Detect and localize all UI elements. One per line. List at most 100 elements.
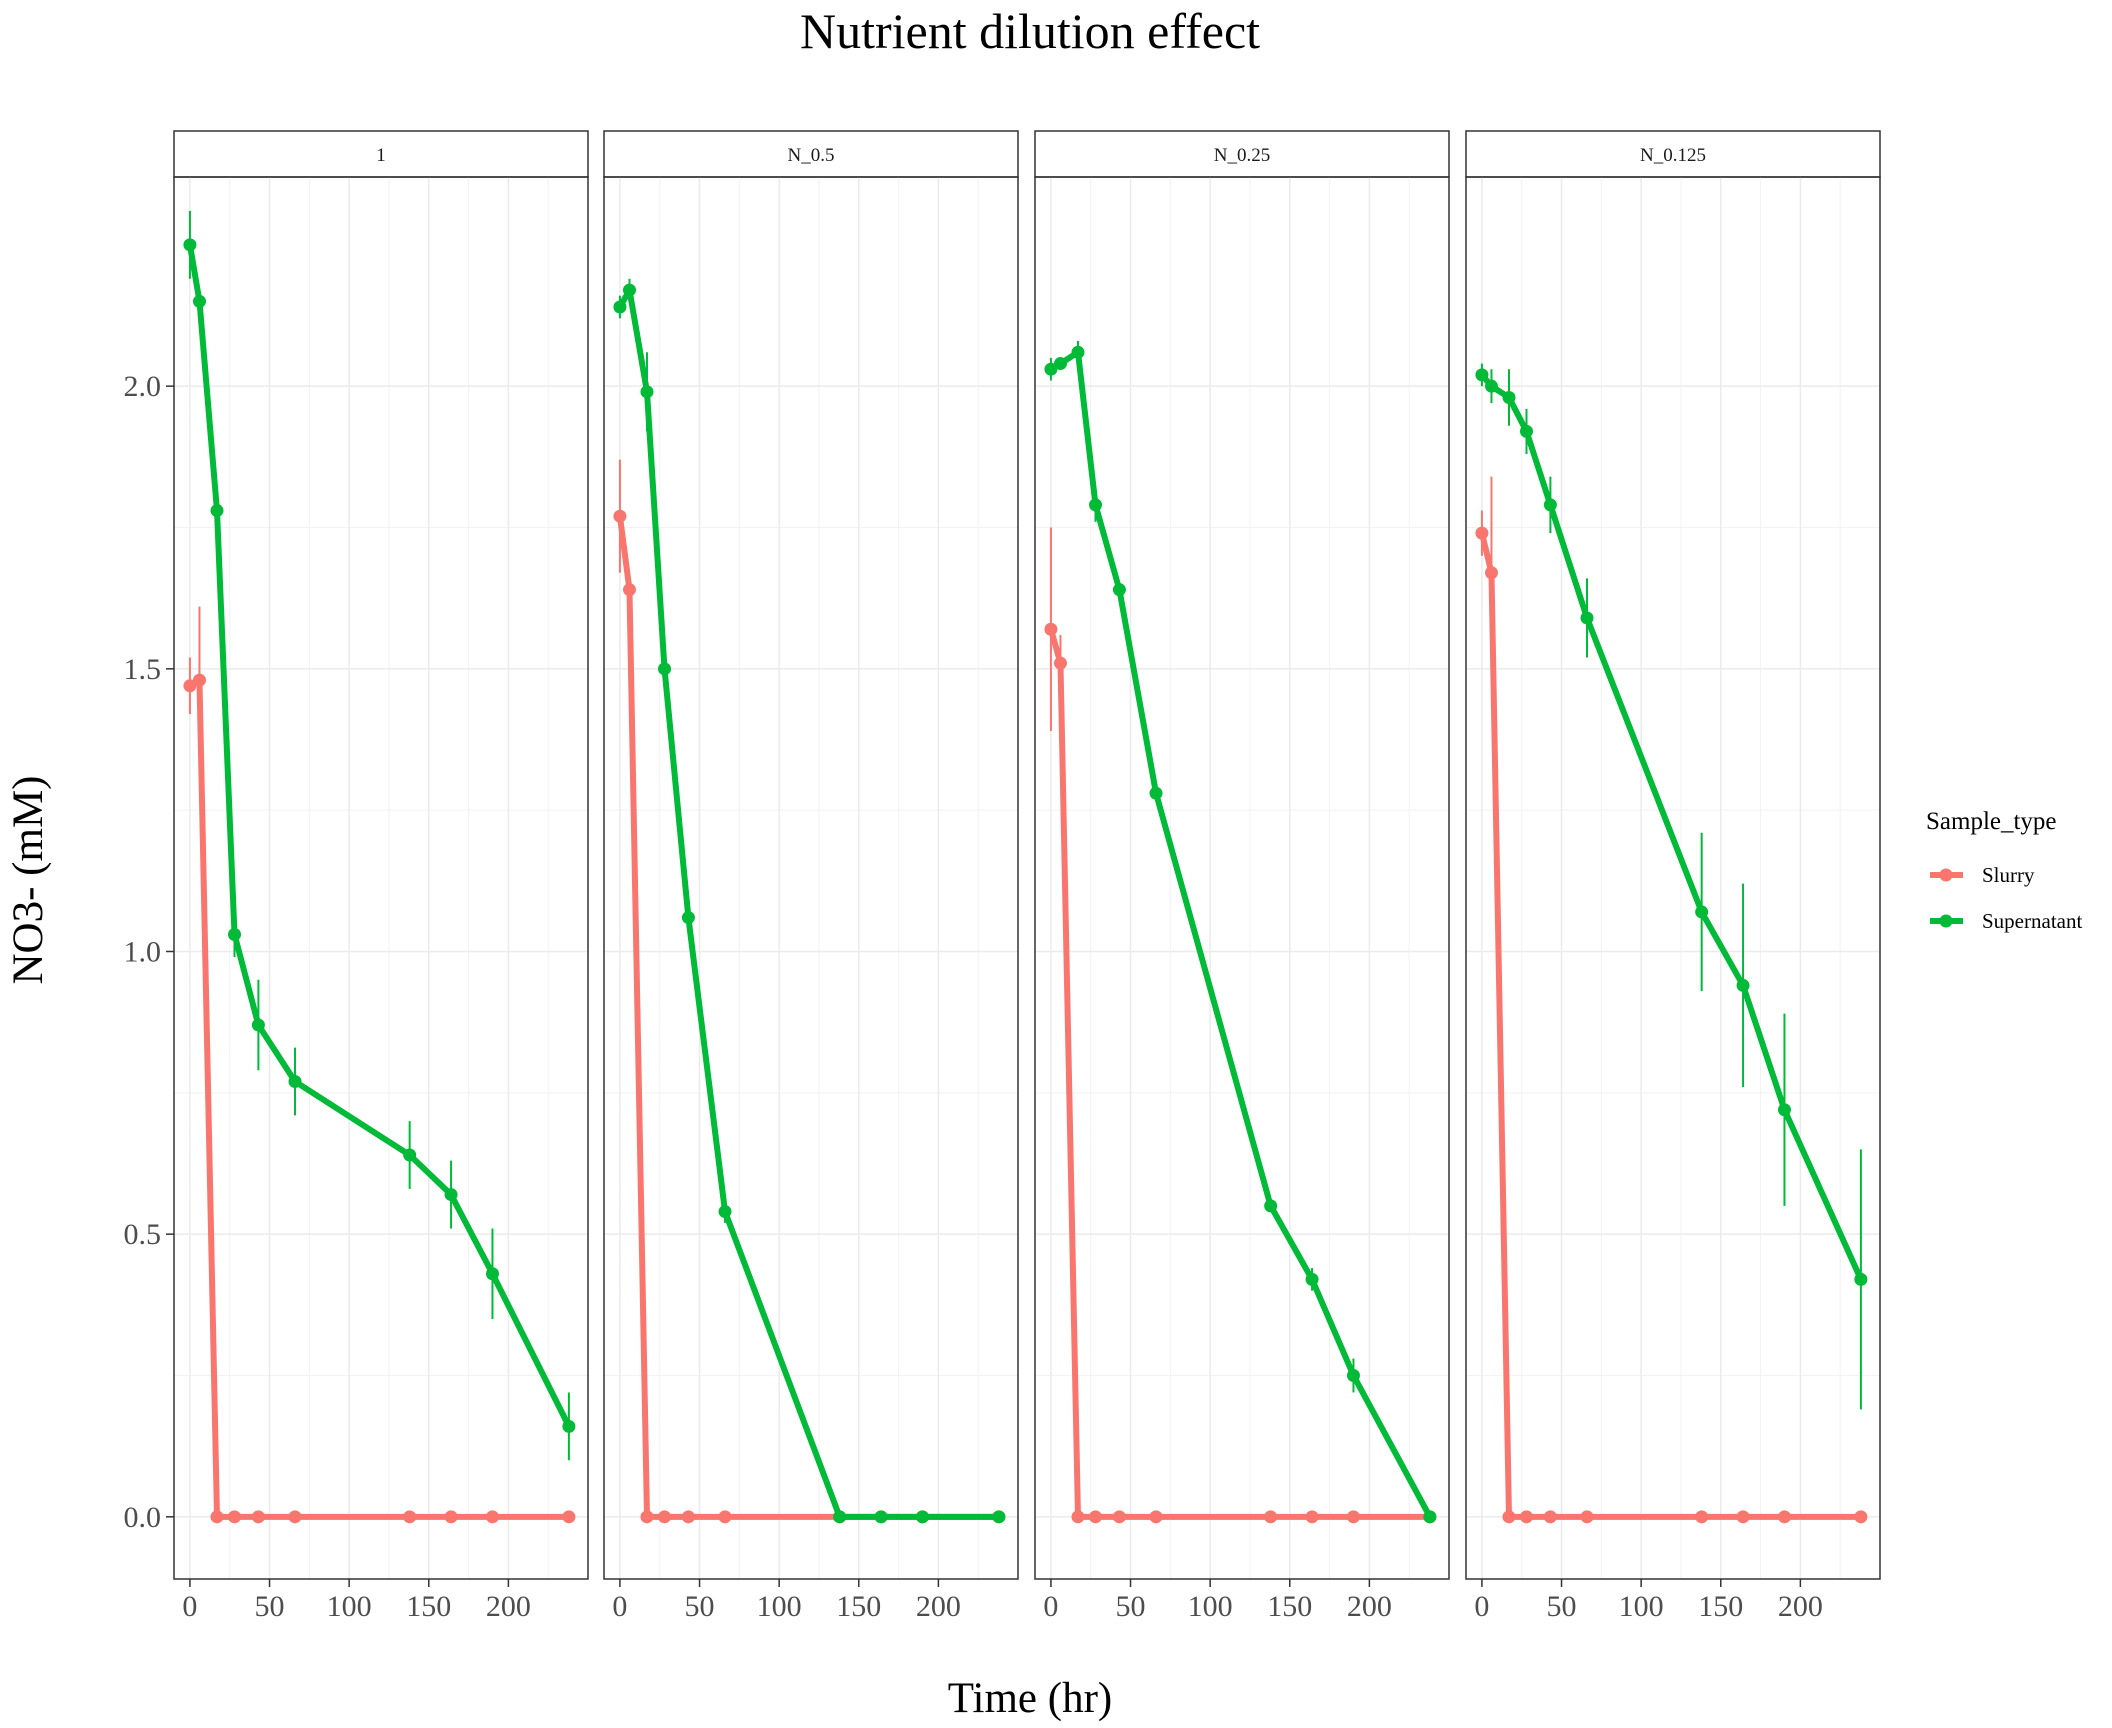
data-point — [1854, 1272, 1868, 1286]
x-tick-label: 200 — [486, 1590, 531, 1623]
data-point — [1543, 1510, 1557, 1524]
series-supernatant — [183, 210, 576, 1461]
series-supernatant — [613, 278, 1006, 1524]
data-point — [1305, 1272, 1319, 1286]
data-point — [1089, 498, 1103, 512]
data-point — [485, 1267, 499, 1281]
x-tick-label: 100 — [1619, 1590, 1664, 1623]
x-tick-label: 0 — [182, 1590, 197, 1623]
data-point — [183, 679, 197, 693]
series-line — [617, 287, 999, 1520]
data-point — [640, 385, 654, 399]
panel-border — [603, 176, 1019, 1580]
panel-border — [1465, 176, 1881, 1580]
data-point — [228, 928, 242, 942]
data-point — [251, 1018, 265, 1032]
series-line — [186, 244, 572, 1428]
legend: Sample_type Slurry Supernatant — [1926, 808, 2082, 933]
data-point — [1346, 1368, 1360, 1382]
y-axis-title: NO3- (mM) — [5, 776, 52, 985]
data-point — [228, 1510, 242, 1524]
data-point — [658, 1510, 672, 1524]
data-point — [1423, 1510, 1437, 1524]
data-point — [403, 1148, 417, 1162]
data-point — [1520, 1510, 1534, 1524]
panel-4: N_0.125 0 50 100 150 200 — [1465, 130, 1881, 1623]
facet-strip-label: N_0.5 — [788, 145, 835, 166]
series-line — [1479, 532, 1861, 1520]
legend-label-supernatant: Supernatant — [1982, 909, 2082, 933]
data-point — [444, 1510, 458, 1524]
data-point — [288, 1510, 302, 1524]
facet-strip-label: N_0.25 — [1214, 145, 1270, 166]
data-point — [1071, 1510, 1085, 1524]
y-tick-label: 1.0 — [124, 935, 162, 968]
data-point — [1736, 1510, 1750, 1524]
data-point — [1305, 1510, 1319, 1524]
series-slurry — [1044, 527, 1437, 1524]
data-point — [1520, 424, 1534, 438]
legend-label-slurry: Slurry — [1982, 863, 2035, 887]
data-point — [915, 1510, 929, 1524]
data-point — [1484, 566, 1498, 580]
series-slurry — [1475, 476, 1868, 1524]
data-point — [403, 1510, 417, 1524]
data-point — [1071, 345, 1085, 359]
x-tick-label: 50 — [1547, 1590, 1577, 1623]
legend-key-supernatant — [1930, 914, 1963, 928]
data-point — [1777, 1510, 1791, 1524]
data-point — [562, 1419, 576, 1433]
x-tick-label: 0 — [1043, 1590, 1058, 1623]
data-point — [1044, 622, 1058, 636]
data-point — [192, 673, 206, 687]
data-point — [210, 504, 224, 518]
series-slurry — [183, 606, 576, 1524]
panel-border — [173, 176, 589, 1580]
series-line — [188, 677, 569, 1520]
x-tick-label: 50 — [1116, 1590, 1146, 1623]
x-tick-label: 0 — [612, 1590, 627, 1623]
facet-strip — [1034, 130, 1450, 178]
data-point — [1502, 1510, 1516, 1524]
data-point — [1053, 357, 1067, 371]
series-slurry — [613, 459, 1006, 1524]
data-point — [833, 1510, 847, 1524]
facet-strip — [603, 130, 1019, 178]
x-tick-label: 150 — [406, 1590, 451, 1623]
x-tick-label: 200 — [1778, 1590, 1823, 1623]
data-point — [1854, 1510, 1868, 1524]
data-point — [718, 1510, 732, 1524]
x-tick-label: 100 — [757, 1590, 802, 1623]
y-tick-label: 1.5 — [124, 653, 162, 686]
data-point — [1044, 362, 1058, 376]
data-point — [1777, 1103, 1791, 1117]
data-point — [183, 238, 197, 252]
data-point — [210, 1510, 224, 1524]
chart-title: Nutrient dilution effect — [800, 3, 1260, 59]
data-point — [1695, 1510, 1709, 1524]
x-tick-label: 0 — [1474, 1590, 1489, 1623]
data-point — [1580, 1510, 1594, 1524]
x-tick-label: 150 — [1267, 1590, 1312, 1623]
y-tick-label: 0.0 — [124, 1501, 162, 1534]
panel-1: 1 0 50 100 150 200 0.0 0.5 1.0 1.5 2.0 — [124, 130, 589, 1623]
data-point — [622, 583, 636, 597]
data-point — [1149, 1510, 1163, 1524]
data-point — [1484, 379, 1498, 393]
x-tick-label: 200 — [1347, 1590, 1392, 1623]
x-tick-label: 100 — [1188, 1590, 1233, 1623]
data-point — [681, 1510, 695, 1524]
data-point — [251, 1510, 265, 1524]
panel-3: N_0.25 0 50 100 150 200 — [1034, 130, 1450, 1623]
x-tick-label: 150 — [836, 1590, 881, 1623]
data-point — [1149, 786, 1163, 800]
data-point — [1580, 611, 1594, 625]
data-point — [1736, 978, 1750, 992]
series-supernatant — [1475, 363, 1868, 1410]
facet-strip-label: N_0.125 — [1640, 145, 1706, 166]
data-point — [613, 509, 627, 523]
series-line — [1479, 372, 1864, 1281]
facet-strip-label: 1 — [376, 145, 386, 166]
data-point — [192, 294, 206, 308]
series-supernatant — [1044, 340, 1437, 1524]
